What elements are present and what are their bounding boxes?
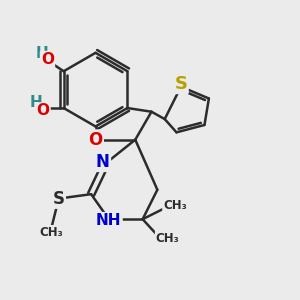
Text: S: S bbox=[53, 190, 65, 208]
Text: O: O bbox=[88, 131, 103, 149]
Text: H: H bbox=[35, 46, 48, 61]
Text: O: O bbox=[37, 103, 50, 118]
Text: N: N bbox=[96, 153, 110, 171]
Text: CH₃: CH₃ bbox=[40, 226, 63, 239]
Text: O: O bbox=[41, 52, 54, 67]
Text: H: H bbox=[29, 95, 42, 110]
Text: CH₃: CH₃ bbox=[156, 232, 179, 245]
Text: CH₃: CH₃ bbox=[163, 200, 187, 212]
Text: S: S bbox=[174, 75, 188, 93]
Text: NH: NH bbox=[96, 213, 122, 228]
